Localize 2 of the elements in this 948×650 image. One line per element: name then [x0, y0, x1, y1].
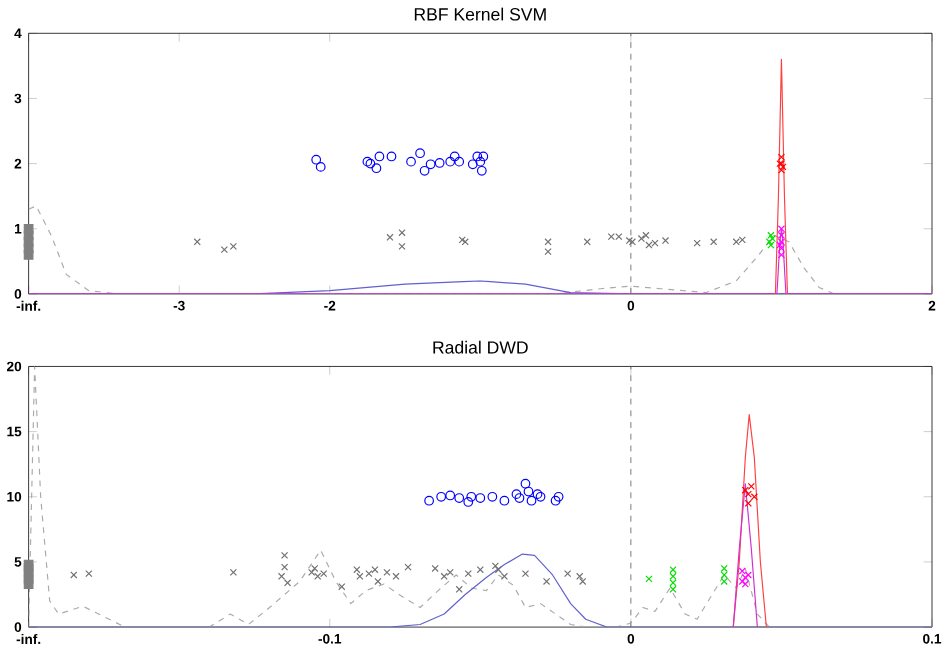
- chart-title: Radial DWD: [433, 340, 528, 354]
- chart-title: RBF Kernel SVM: [414, 7, 546, 21]
